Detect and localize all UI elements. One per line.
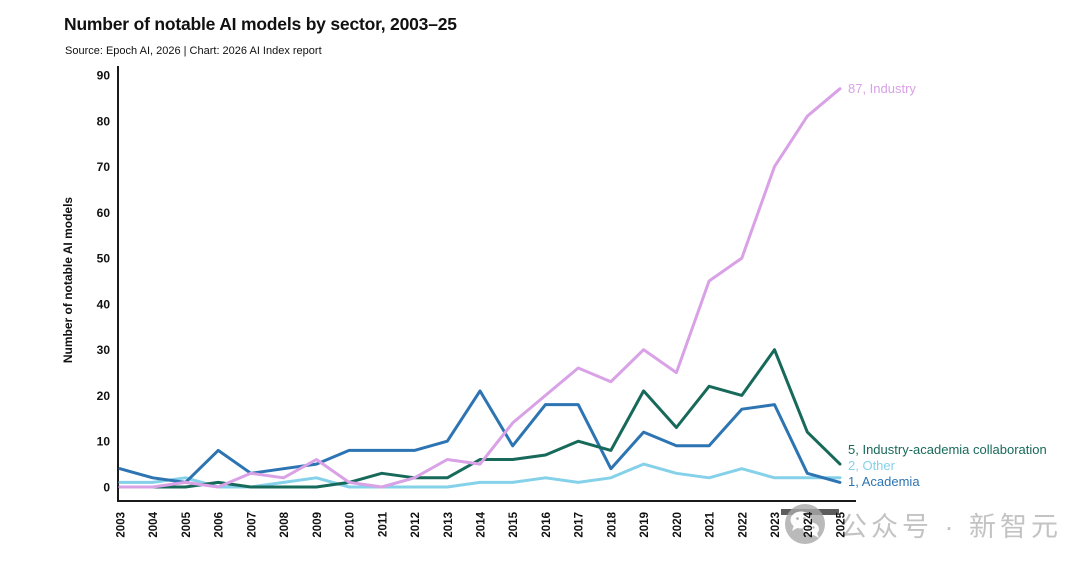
x-axis-tick-label: 2006 bbox=[214, 512, 226, 538]
x-axis-tick-label: 2014 bbox=[476, 511, 488, 537]
end-label-other: 2, Other bbox=[848, 458, 895, 474]
x-axis-tick-label: 2011 bbox=[377, 511, 389, 537]
x-axis-tick-label: 2009 bbox=[312, 512, 324, 538]
series-line-other bbox=[118, 462, 842, 489]
y-axis-tick-label: 10 bbox=[97, 435, 111, 449]
y-axis-tick-label: 70 bbox=[97, 160, 111, 174]
x-axis-tick-label: 2021 bbox=[705, 511, 717, 537]
x-axis-tick-label: 2005 bbox=[181, 511, 193, 537]
chart-source-line: Source: Epoch AI, 2026 | Chart: 2026 AI … bbox=[65, 45, 322, 57]
y-axis-tick-label: 40 bbox=[97, 297, 111, 311]
y-axis-tick-label: 20 bbox=[97, 389, 111, 403]
x-axis-tick-label: 2025 bbox=[836, 511, 848, 537]
x-axis-tick-label: 2010 bbox=[345, 512, 357, 538]
x-axis-tick-label: 2020 bbox=[672, 512, 684, 538]
y-axis-tick-label: 0 bbox=[103, 481, 110, 495]
x-axis-tick-label: 2019 bbox=[639, 512, 651, 538]
end-label-industry: 87, Industry bbox=[848, 80, 916, 96]
x-axis-tick-label: 2008 bbox=[279, 511, 291, 537]
series-line-industry bbox=[118, 87, 842, 489]
y-axis-tick-label: 50 bbox=[97, 252, 111, 266]
watermark-text: 公众号 · 新智元 bbox=[840, 511, 1062, 542]
y-axis-tick-label: 30 bbox=[97, 343, 111, 357]
x-axis-tick-label: 2018 bbox=[606, 511, 618, 537]
series-line-academia bbox=[118, 389, 842, 484]
x-axis-tick-label: 2016 bbox=[541, 512, 553, 538]
x-axis-tick-label: 2022 bbox=[737, 512, 749, 538]
x-axis-tick-label: 2023 bbox=[770, 512, 782, 538]
x-axis-tick-label: 2004 bbox=[148, 511, 160, 537]
x-axis-tick-label: 2015 bbox=[508, 511, 520, 537]
y-axis-tick-label: 90 bbox=[97, 69, 111, 83]
y-axis-tick-label: 80 bbox=[97, 114, 111, 128]
end-label-industry-academia-collaboration: 5, Industry-academia collaboration bbox=[848, 442, 1047, 458]
wechat-icon bbox=[785, 504, 825, 544]
x-axis-tick-label: 2012 bbox=[410, 512, 422, 538]
x-axis-tick-label: 2007 bbox=[246, 512, 258, 538]
x-axis-tick-label: 2024 bbox=[803, 511, 815, 537]
x-axis-tick-label: 2017 bbox=[574, 512, 586, 538]
x-axis-tick-label: 2013 bbox=[443, 512, 455, 538]
x-axis-tick-label: 2003 bbox=[116, 512, 128, 538]
y-axis-tick-label: 60 bbox=[97, 206, 111, 220]
end-label-academia: 1, Academia bbox=[848, 474, 920, 490]
chart-title: Number of notable AI models by sector, 2… bbox=[64, 14, 457, 34]
watermark: 公众号 · 新智元 bbox=[784, 503, 1062, 545]
series-line-industry-academia-collaboration bbox=[118, 348, 842, 489]
